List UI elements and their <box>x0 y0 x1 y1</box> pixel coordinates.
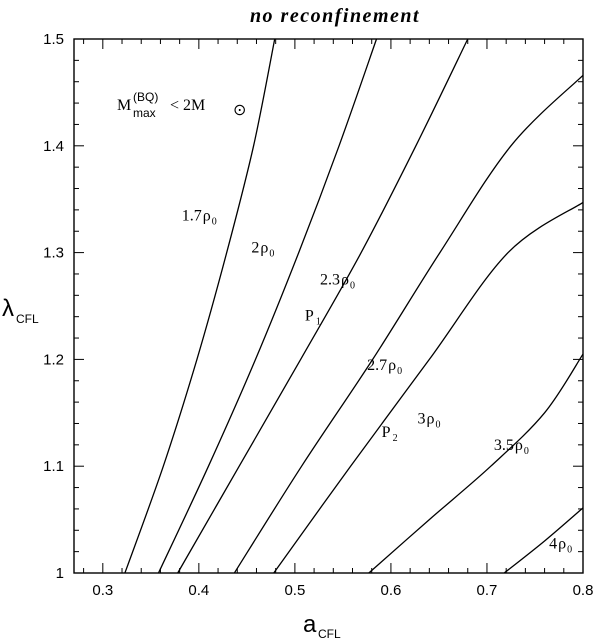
y-tick-label: 1.5 <box>43 31 64 48</box>
curve-label-coefficient: 2.7 <box>367 357 387 374</box>
mass-annotation: M (BQ) max < 2M ⊙ <box>117 90 246 120</box>
rho-subscript: 0 <box>397 366 402 377</box>
density-curve-1 <box>124 38 276 574</box>
x-tick-label: 0.4 <box>188 582 209 599</box>
y-tick-label: 1.1 <box>43 458 64 475</box>
density-curve-6 <box>368 353 584 574</box>
curve-label-coefficient: 4 <box>549 535 557 552</box>
rho-symbol: ρ <box>388 357 396 374</box>
x-tick-label: 0.3 <box>92 582 113 599</box>
curve-labels: 1.7 ρ 02 ρ 02.3 ρ 02.7 ρ 03 ρ 03.5 ρ 04 ρ 0 <box>182 208 572 556</box>
annotation-subscript: max <box>133 106 156 120</box>
density-curve-3 <box>177 38 469 574</box>
rho-symbol: ρ <box>260 240 268 257</box>
x-tick-label: 0.7 <box>477 582 498 599</box>
density-curve-5 <box>273 201 584 574</box>
curve-label-coefficient: 3.5 <box>494 437 514 454</box>
curve-label-coefficient: 2.3 <box>320 272 340 289</box>
annotation-m: M <box>117 97 131 114</box>
density-curves <box>124 38 584 574</box>
x-tick-label: 0.8 <box>573 582 594 599</box>
point-name: P <box>382 424 391 441</box>
axis-ticks: 0.3 0.4 0.5 0.6 0.7 0.8 1 1.1 1.2 1.3 1.4 1.5 <box>43 31 593 599</box>
point-subscript: 1 <box>316 317 321 328</box>
x-tick-label: 0.6 <box>380 582 401 599</box>
plot-frame <box>73 38 584 574</box>
curve-label-6: 3.5 ρ 0 <box>494 437 529 457</box>
rho-subscript: 0 <box>567 544 572 555</box>
point-name: P <box>305 308 314 325</box>
rho-symbol: ρ <box>515 437 523 454</box>
curve-label-coefficient: 1.7 <box>182 208 202 225</box>
y-axis-label: λ <box>2 295 14 322</box>
curve-label-coefficient: 3 <box>417 410 425 427</box>
chart-title: no reconfinement <box>250 5 420 27</box>
curve-label-coefficient: 2 <box>251 240 259 257</box>
rho-subscript: 0 <box>212 217 217 228</box>
density-curve-7 <box>503 507 584 574</box>
rho-subscript: 0 <box>524 446 529 457</box>
y-tick-label: 1.2 <box>43 351 64 368</box>
curve-label-3: 2.3 ρ 0 <box>320 272 355 292</box>
y-axis-subscript: CFL <box>16 312 39 326</box>
density-curve-4 <box>233 74 584 574</box>
x-tick-label: 0.5 <box>284 582 305 599</box>
rho-subscript: 0 <box>350 281 355 292</box>
curve-label-1: 1.7 ρ 0 <box>182 208 217 228</box>
curve-label-4: 2.7 ρ 0 <box>367 357 402 377</box>
annotation-superscript: (BQ) <box>133 90 158 104</box>
rho-symbol: ρ <box>203 208 211 225</box>
rho-symbol: ρ <box>341 272 349 289</box>
y-tick-label: 1.3 <box>43 245 64 262</box>
x-axis-subscript: CFL <box>318 627 341 641</box>
x-axis-title: a CFL <box>303 611 341 641</box>
sun-symbol: ⊙ <box>233 102 246 119</box>
rho-symbol: ρ <box>558 535 566 552</box>
point-subscript: 2 <box>393 433 398 444</box>
y-tick-label: 1.4 <box>43 138 64 155</box>
annotation-inequality: < 2M <box>166 97 205 114</box>
marked-points: P 1P 2 <box>305 308 398 444</box>
y-axis-title: λ CFL <box>2 295 39 326</box>
density-curve-2 <box>157 38 378 574</box>
y-tick-label: 1 <box>56 565 64 582</box>
rho-symbol: ρ <box>426 410 434 427</box>
rho-subscript: 0 <box>435 419 440 430</box>
rho-subscript: 0 <box>269 249 274 260</box>
x-axis-label: a <box>303 611 317 638</box>
